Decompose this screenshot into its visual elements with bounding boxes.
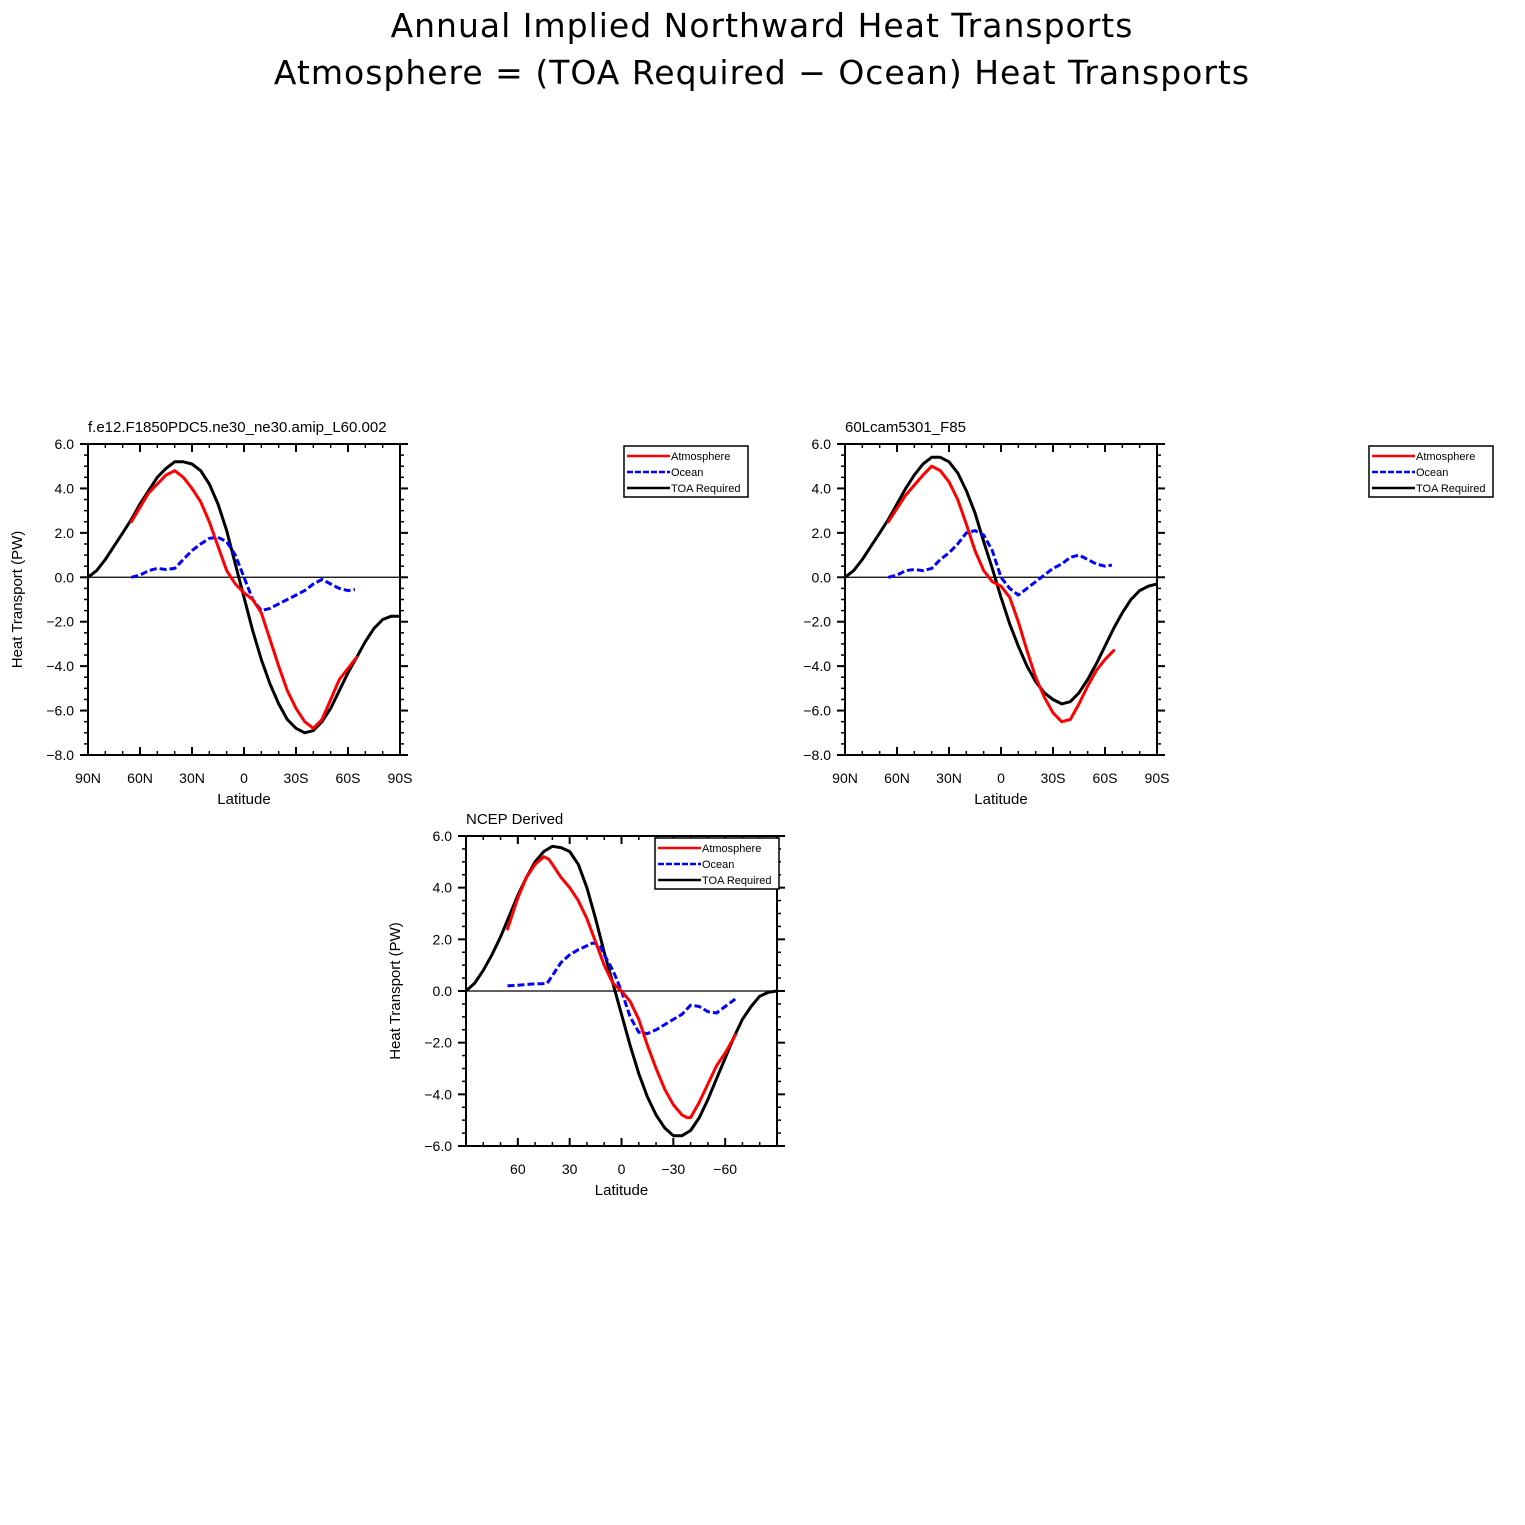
figure-title-line1: Annual Implied Northward Heat Transports	[391, 6, 1134, 45]
series-line-toa-required	[88, 460, 400, 735]
y-tick-label: 6.0	[55, 436, 75, 452]
y-tick-label: 2.0	[55, 525, 75, 541]
x-tick-label: 30N	[179, 770, 205, 786]
y-tick-label: 0.0	[433, 983, 453, 999]
legend: Atmosphere Ocean TOA Required	[1368, 445, 1494, 498]
x-tick-label: 60N	[127, 770, 153, 786]
legend-label: Atmosphere	[671, 451, 730, 463]
y-tick-label: 2.0	[433, 931, 453, 947]
legend: Atmosphere Ocean TOA Required	[654, 837, 780, 890]
series-line-ocean	[130, 535, 356, 613]
figure-title-line2: Atmosphere = (TOA Required − Ocean) Heat…	[274, 53, 1250, 92]
legend-label: TOA Required	[671, 483, 741, 495]
x-tick-label: 30	[562, 1161, 578, 1177]
series-group	[466, 844, 777, 1138]
y-tick-label: −2.0	[424, 1035, 452, 1051]
x-tick-label: 30N	[936, 770, 962, 786]
x-axis-label: Latitude	[217, 791, 270, 808]
x-tick-label: 0	[240, 770, 248, 786]
panel-title: f.e12.F1850PDC5.ne30_ne30.amip_L60.002	[88, 419, 387, 436]
chart-panel-1: f.e12.F1850PDC5.ne30_ne30.amip_L60.002 90…	[9, 419, 749, 808]
y-tick-label: −4.0	[424, 1086, 452, 1102]
chart-panel-3: NCEP Derived 60 30 0 −30 −60 −6.0 −4.0 −2.0 0.0 2.…	[387, 811, 785, 1199]
y-tick-label: 0.0	[55, 569, 75, 585]
legend-label: Atmosphere	[702, 843, 761, 855]
y-axis-label: Heat Transport (PW)	[387, 922, 404, 1060]
y-tick-label: −6.0	[803, 703, 831, 719]
y-tick-label: −4.0	[46, 658, 74, 674]
x-tick-label: 90N	[832, 770, 858, 786]
x-tick-label: −30	[661, 1161, 685, 1177]
x-tick-label: 60	[510, 1161, 526, 1177]
panels-group: f.e12.F1850PDC5.ne30_ne30.amip_L60.002 90…	[9, 419, 1494, 1199]
panel-title: 60Lcam5301_F85	[845, 419, 966, 436]
series-line-atmosphere	[886, 464, 1116, 724]
x-tick-label: 90S	[1145, 770, 1170, 786]
legend-label: TOA Required	[702, 875, 772, 887]
legend-label: TOA Required	[1416, 483, 1486, 495]
y-tick-label: −6.0	[46, 703, 74, 719]
y-tick-label: −2.0	[803, 614, 831, 630]
x-tick-label: 60N	[884, 770, 910, 786]
y-tick-label: 6.0	[433, 828, 453, 844]
legend-label: Atmosphere	[1416, 451, 1475, 463]
y-tick-label: −2.0	[46, 614, 74, 630]
x-tick-label: 0	[618, 1161, 626, 1177]
series-line-ocean	[507, 941, 737, 1036]
x-tick-label: 30S	[284, 770, 309, 786]
panel-title: NCEP Derived	[466, 811, 563, 828]
legend-label: Ocean	[671, 467, 703, 479]
y-tick-label: 0.0	[812, 569, 832, 585]
series-group	[845, 455, 1157, 724]
series-line-ocean	[887, 529, 1113, 597]
series-line-atmosphere	[506, 855, 737, 1120]
y-tick-label: −8.0	[803, 747, 831, 763]
y-tick-label: 4.0	[55, 480, 75, 496]
x-tick-label: 30S	[1041, 770, 1066, 786]
x-axis-label: Latitude	[595, 1182, 648, 1199]
x-axis-label: Latitude	[974, 791, 1027, 808]
y-tick-label: −4.0	[803, 658, 831, 674]
x-tick-label: 90N	[75, 770, 101, 786]
legend-label: Ocean	[1416, 467, 1448, 479]
x-tick-label: 90S	[388, 770, 413, 786]
series-line-atmosphere	[129, 469, 359, 730]
legend: Atmosphere Ocean TOA Required	[623, 445, 749, 498]
y-tick-label: 6.0	[812, 436, 832, 452]
y-tick-label: 4.0	[812, 480, 832, 496]
x-tick-label: 0	[997, 770, 1005, 786]
y-axis-label: Heat Transport (PW)	[9, 531, 26, 669]
x-tick-label: −60	[713, 1161, 737, 1177]
chart-panel-2: 60Lcam5301_F85 90N 60N 30N 0 30S 60S 90S −8.0 −6.…	[803, 419, 1494, 808]
x-tick-label: 60S	[1093, 770, 1118, 786]
series-group	[88, 460, 400, 735]
y-tick-label: 2.0	[812, 525, 832, 541]
y-tick-label: 4.0	[433, 880, 453, 896]
y-tick-label: −6.0	[424, 1138, 452, 1154]
y-tick-label: −8.0	[46, 747, 74, 763]
legend-label: Ocean	[702, 859, 734, 871]
x-tick-label: 60S	[336, 770, 361, 786]
series-line-toa-required	[845, 455, 1157, 706]
